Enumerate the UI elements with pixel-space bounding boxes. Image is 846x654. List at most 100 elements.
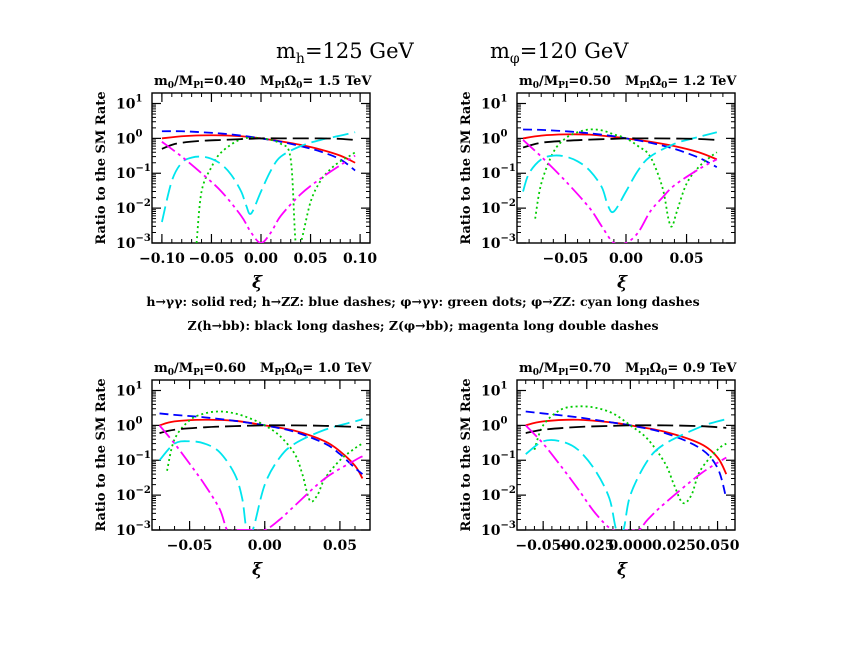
title-energy-value: = 1.0 TeV — [302, 361, 372, 376]
title-sub-pl: Pl — [274, 81, 285, 91]
y-tick-exponent: −1 — [135, 450, 150, 461]
title-sub-pl: Pl — [639, 368, 650, 378]
x-tick-label: 0.050 — [696, 538, 740, 554]
svg-text:mφ=120 GeV: mφ=120 GeV — [490, 39, 629, 67]
y-tick-label: 10−2 — [116, 198, 151, 217]
series-line-phi-ZZ — [161, 131, 356, 223]
y-tick-exponent: 1 — [135, 380, 142, 391]
title-omega: Ω — [285, 361, 297, 376]
panel-title-left: m0/MPl=0.50 — [519, 74, 611, 91]
title-slash-m: /M — [539, 74, 558, 89]
series-line-h-ZZ — [159, 412, 364, 475]
y-tick-label: 10−1 — [116, 163, 151, 182]
y-axis-label: Ratio to the SM Rate — [94, 378, 109, 531]
title-sub-pl: Pl — [274, 368, 285, 378]
title-sub-pl: Pl — [639, 81, 650, 91]
series-line-Z-phibb — [522, 139, 718, 243]
x-axis-label: ξ — [252, 560, 263, 580]
series-line-h-ZZ — [525, 410, 728, 499]
y-axis-label: Ratio to the SM Rate — [459, 91, 474, 244]
y-tick-base: 10 — [481, 131, 501, 147]
y-tick-base: 10 — [116, 383, 136, 399]
y-axis-label: Ratio to the SM Rate — [94, 91, 109, 244]
title-mh-val: =125 GeV — [305, 39, 415, 63]
y-tick-exponent: −3 — [500, 233, 515, 244]
y-tick-base: 10 — [116, 201, 136, 217]
y-tick-label: 101 — [481, 93, 507, 112]
legend-line-2: Z(h→bb): black long dashes; Z(φ→bb); mag… — [187, 318, 658, 333]
y-tick-base: 10 — [481, 453, 501, 469]
title-ratio-value: =0.70 — [568, 361, 611, 376]
y-tick-label: 10−3 — [116, 233, 151, 252]
y-tick-label: 100 — [116, 415, 142, 434]
y-tick-exponent: 1 — [500, 380, 507, 391]
series-line-Z-hbb — [522, 137, 717, 149]
title-m: m — [154, 74, 168, 89]
y-tick-exponent: 0 — [135, 128, 142, 139]
title-sub-pl: Pl — [558, 81, 569, 91]
title-mphi: m — [490, 39, 510, 63]
series-line-phi-ZZ — [525, 418, 727, 530]
y-tick-base: 10 — [481, 383, 501, 399]
title-mphi-sub: φ — [510, 51, 520, 67]
title-slash-m: /M — [174, 74, 193, 89]
y-tick-exponent: −3 — [135, 233, 150, 244]
y-tick-base: 10 — [481, 488, 501, 504]
panel-title-right: MPlΩ0= 0.9 TeV — [625, 361, 737, 378]
title-omega: Ω — [650, 361, 662, 376]
title-sub-pl: Pl — [193, 81, 204, 91]
y-tick-label: 101 — [481, 380, 507, 399]
title-sub0: 0 — [296, 368, 302, 378]
y-tick-exponent: −1 — [500, 163, 515, 174]
title-ratio-value: =0.60 — [203, 361, 246, 376]
panel-title-right: MPlΩ0= 1.5 TeV — [260, 74, 372, 91]
title-mh-sub: h — [296, 51, 305, 67]
series-group — [161, 130, 356, 243]
y-tick-exponent: 0 — [135, 415, 142, 426]
y-tick-base: 10 — [481, 523, 501, 539]
title-mh: m — [276, 39, 296, 63]
svg-text:mh=125 GeV: mh=125 GeV — [276, 39, 415, 67]
title-sub0: 0 — [533, 368, 539, 378]
title-M: M — [625, 74, 639, 89]
x-tick-label: 0.000 — [608, 538, 652, 554]
series-group — [525, 405, 728, 530]
series-line-Z-phibb — [158, 424, 363, 530]
y-tick-exponent: −2 — [500, 485, 515, 496]
y-tick-label: 100 — [481, 128, 507, 147]
x-tick-label: 0.05 — [323, 538, 357, 554]
panel-1: m0/MPl=0.40 MPlΩ0= 1.5 TeV10110010−110−21… — [94, 74, 377, 293]
y-tick-base: 10 — [116, 131, 136, 147]
y-tick-exponent: −2 — [135, 198, 150, 209]
panel-title-right: MPlΩ0= 1.0 TeV — [260, 361, 372, 378]
panel-2: m0/MPl=0.50 MPlΩ0= 1.2 TeV10110010−110−21… — [459, 74, 737, 293]
series-line-h-gg — [522, 133, 718, 161]
plot-frame — [151, 379, 371, 531]
title-sub0: 0 — [296, 81, 302, 91]
y-tick-base: 10 — [116, 418, 136, 434]
title-sub-pl: Pl — [558, 368, 569, 378]
title-M: M — [625, 361, 639, 376]
x-tick-label: −0.050 — [515, 538, 571, 554]
y-tick-base: 10 — [116, 523, 136, 539]
title-energy-value: = 1.2 TeV — [667, 74, 737, 89]
y-tick-exponent: −1 — [500, 450, 515, 461]
title-m: m — [154, 361, 168, 376]
title-sub-pl: Pl — [193, 368, 204, 378]
series-line-phi-gg — [533, 405, 727, 505]
x-tick-label: 0.05 — [670, 251, 704, 267]
y-tick-base: 10 — [116, 453, 136, 469]
series-line-phi-gg — [166, 410, 363, 503]
y-tick-base: 10 — [116, 96, 136, 112]
y-tick-exponent: 1 — [500, 93, 507, 104]
x-tick-label: 0.025 — [652, 538, 696, 554]
x-tick-label: 0.10 — [343, 251, 377, 267]
panel-3: m0/MPl=0.60 MPlΩ0= 1.0 TeV10110010−110−21… — [94, 361, 372, 580]
x-tick-label: −0.10 — [139, 251, 185, 267]
y-tick-label: 10−3 — [481, 233, 516, 252]
y-tick-label: 10−2 — [481, 198, 516, 217]
y-tick-label: 10−2 — [481, 485, 516, 504]
panel-title-left: m0/MPl=0.40 — [154, 74, 246, 91]
x-tick-label: 0.00 — [248, 538, 282, 554]
